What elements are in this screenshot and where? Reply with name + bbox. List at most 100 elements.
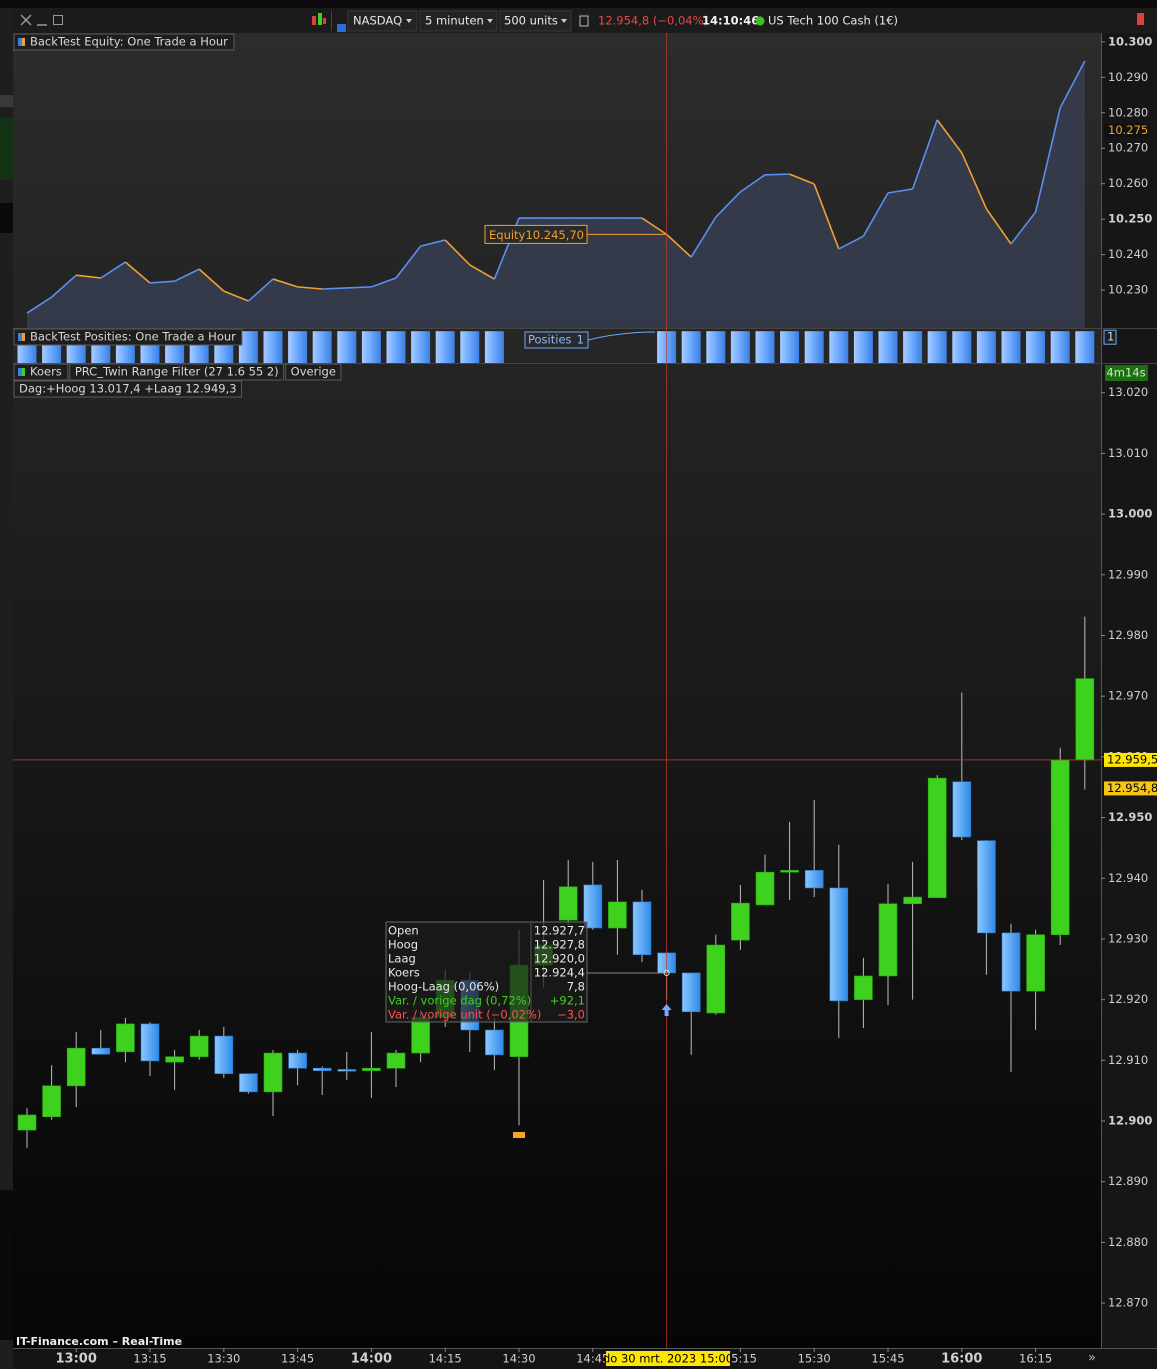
panel-label: BackTest Posities: One Trade a Hour	[13, 328, 243, 346]
tooltip-key: Var. / vorige unit (−0,02%)	[388, 1008, 541, 1022]
price-panel	[13, 363, 1101, 1348]
x-tick-label: 15:30	[798, 1352, 831, 1366]
y-tick-label: 12.900	[1108, 1114, 1152, 1128]
candle-body	[829, 887, 849, 1002]
info-icon[interactable]	[579, 15, 589, 27]
symbol-dropdown[interactable]	[347, 10, 418, 32]
equity-segment	[961, 152, 988, 210]
equity-segment	[371, 277, 397, 288]
panel-label-text: Dag:+Hoog 13.017,4 +Laag 12.949,3	[19, 382, 237, 396]
equity-segment	[469, 264, 495, 280]
scroll-right[interactable]: »	[1088, 1351, 1096, 1366]
panel-label: Overige	[285, 363, 342, 381]
y-tick-label: 10.260	[1108, 176, 1148, 190]
countdown: 4m14s	[1106, 366, 1145, 380]
price-axis-area	[1101, 33, 1157, 1348]
position-bar	[878, 331, 898, 363]
equity-segment	[739, 174, 766, 193]
candle-body	[165, 1056, 184, 1063]
candle-body	[337, 1069, 357, 1072]
time-axis-area	[13, 1348, 1157, 1369]
symbol[interactable]: NASDAQ	[353, 14, 402, 28]
candle-body	[681, 972, 701, 1013]
position-bar	[976, 331, 996, 363]
equity-segment	[346, 286, 372, 289]
candle-body	[66, 1047, 86, 1087]
position-bar	[927, 331, 947, 363]
candle-body	[706, 944, 726, 1014]
tooltip-key: Laag	[388, 952, 416, 966]
position-bar	[288, 331, 308, 363]
dropdown-arrow	[406, 19, 412, 23]
position-bar	[1050, 331, 1070, 363]
panel-label-text: BackTest Equity: One Trade a Hour	[30, 35, 228, 49]
marks-layer: 10.230 10.240 10.250 10.260 10.270 10.280 10.2…	[17, 34, 1152, 1367]
price-marker-label: 10.275	[1108, 123, 1148, 137]
equity-segment	[26, 296, 53, 314]
candle-body	[731, 902, 750, 941]
maximize-button[interactable]	[53, 15, 63, 25]
equity-segment	[1034, 107, 1061, 213]
position-bar	[337, 331, 357, 363]
candle-body	[558, 886, 578, 921]
sync-icon[interactable]	[337, 24, 346, 32]
equity-segment	[666, 233, 692, 258]
value-flag-value: 10.245,70	[525, 228, 584, 242]
equity-segment	[838, 235, 864, 250]
equity-segment	[149, 280, 175, 284]
candle-body	[1075, 678, 1095, 761]
candle-body	[189, 1035, 209, 1057]
candle-body	[608, 901, 627, 929]
interval[interactable]: 5 minuten	[425, 14, 484, 28]
equity-segment	[272, 278, 298, 288]
close-button[interactable]	[20, 14, 32, 26]
units-dropdown[interactable]	[499, 10, 572, 32]
last-price-label: 12.954,8	[1107, 781, 1157, 795]
y-tick-label: 12.890	[1108, 1174, 1148, 1188]
position-bar	[780, 331, 800, 363]
tooltip-key: Hoog	[388, 938, 418, 952]
candle-body	[411, 1016, 430, 1054]
price-marker-box	[1104, 123, 1148, 138]
tooltip-key: Open	[388, 924, 419, 938]
alert-icon[interactable]	[1137, 13, 1144, 25]
candle-body	[1001, 932, 1021, 992]
equity-segment	[789, 173, 815, 185]
candle-body	[903, 896, 922, 905]
equity-segment	[1010, 211, 1037, 245]
instrument: US Tech 100 Cash (1€)	[768, 14, 898, 28]
tooltip-value: −3,0	[557, 1008, 585, 1022]
position-bar	[730, 331, 750, 363]
panel-label-box	[13, 33, 235, 51]
equity-segment	[51, 274, 77, 298]
equity-segment	[247, 278, 274, 302]
units[interactable]: 500 units	[504, 14, 558, 28]
time-crosshair-box	[606, 1351, 730, 1366]
position-bar	[411, 331, 431, 363]
label-swatch	[18, 333, 22, 341]
candle-body	[91, 1047, 111, 1055]
trade-marker	[513, 1132, 525, 1138]
candle-body	[386, 1052, 406, 1069]
tooltip-key: Hoog-Laag (0,06%)	[388, 980, 499, 994]
position-bar	[853, 331, 873, 363]
dropdown-arrow	[487, 19, 493, 23]
crosshair-dot	[663, 970, 670, 976]
interval-dropdown[interactable]	[419, 10, 498, 32]
countdown-box	[1105, 365, 1148, 381]
candle-body	[755, 871, 775, 906]
candle-body	[977, 840, 996, 934]
label-swatch	[18, 368, 22, 376]
y-tick-label: 12.990	[1108, 567, 1148, 581]
candle-body	[214, 1035, 234, 1074]
chart-type-icon[interactable]	[312, 13, 326, 25]
tooltip-value: 12.927,7	[534, 924, 585, 938]
position-bar	[263, 331, 283, 363]
value-flag-connector	[587, 331, 656, 341]
y-tick-label: 12.980	[1108, 628, 1148, 642]
x-tick-label: 16:00	[941, 1352, 982, 1367]
tooltip-key: Var. / vorige dag (0,72%)	[388, 994, 531, 1008]
equity-segment	[420, 239, 446, 247]
y-tick-label: 13.010	[1108, 446, 1148, 460]
position-bar	[312, 331, 332, 363]
